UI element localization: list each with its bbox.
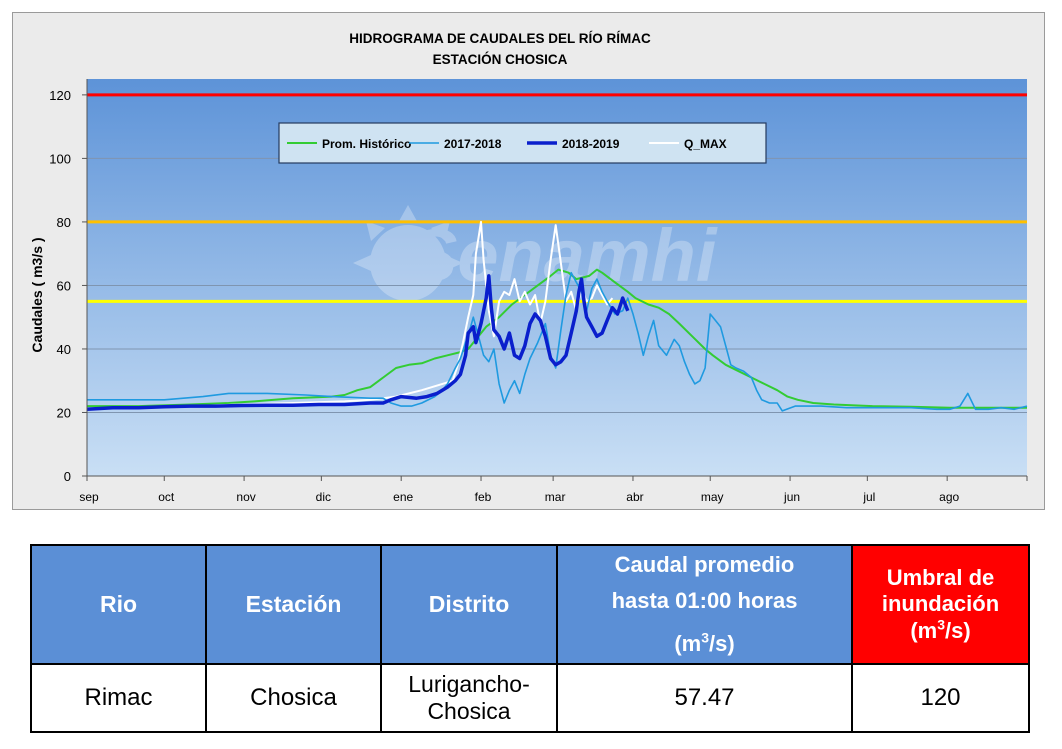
x-tick-label: mar bbox=[545, 490, 566, 504]
flow-summary-table: Rio Estación Distrito Caudal promedio ha… bbox=[30, 544, 1030, 733]
x-tick-label: dic bbox=[316, 490, 331, 504]
hydrograph-chart: HIDROGRAMA DE CAUDALES DEL RÍO RÍMAC EST… bbox=[12, 12, 1045, 510]
header-rio: Rio bbox=[30, 544, 207, 665]
x-tick-label: sep bbox=[79, 490, 99, 504]
cell-distrito: Lurigancho- Chosica bbox=[380, 663, 558, 733]
x-tick-label: may bbox=[701, 490, 724, 504]
series-line-2 bbox=[86, 274, 630, 412]
y-tick-label: 0 bbox=[64, 469, 71, 484]
x-tick-label: ene bbox=[393, 490, 413, 504]
table-row: Rimac Chosica Lurigancho- Chosica 57.47 … bbox=[30, 663, 1030, 733]
header-caudal-line1: Caudal promedio bbox=[614, 552, 795, 578]
x-tick-label: nov bbox=[236, 490, 255, 504]
cell-distrito-line1: Lurigancho- bbox=[408, 671, 530, 697]
header-umbral-inundacion: Umbral de inundación (m3/s) bbox=[851, 544, 1030, 665]
series-line-1 bbox=[87, 271, 1028, 412]
x-tick-label: abr bbox=[626, 490, 643, 504]
y-axis-label: Caudales ( m3/s ) bbox=[29, 237, 45, 352]
header-umbral-unit: (m3/s) bbox=[910, 616, 971, 644]
table-header-row: Rio Estación Distrito Caudal promedio ha… bbox=[30, 544, 1030, 665]
y-tick-label: 40 bbox=[57, 342, 71, 357]
x-tick-label: jun bbox=[783, 490, 800, 504]
x-tick-label: ago bbox=[939, 490, 959, 504]
legend-box bbox=[278, 122, 767, 164]
header-caudal-line2: hasta 01:00 horas bbox=[611, 588, 798, 614]
chart-subtitle: ESTACIÓN CHOSICA bbox=[433, 52, 568, 67]
y-tick-label: 100 bbox=[49, 151, 71, 166]
y-tick-label: 80 bbox=[57, 215, 71, 230]
chart-title: HIDROGRAMA DE CAUDALES DEL RÍO RÍMAC bbox=[349, 31, 651, 46]
legend-label: Q_MAX bbox=[684, 137, 727, 151]
senamhi-watermark: Senamhi bbox=[353, 205, 718, 301]
header-caudal-unit: (m3/s) bbox=[674, 629, 735, 656]
series-line-0 bbox=[87, 268, 1027, 409]
x-tick-label: jul bbox=[862, 490, 875, 504]
legend-label: Prom. Histórico bbox=[322, 137, 411, 151]
cell-umbral: 120 bbox=[851, 663, 1030, 733]
cell-distrito-line2: Chosica bbox=[427, 698, 511, 724]
header-distrito: Distrito bbox=[380, 544, 558, 665]
header-umbral-line1: Umbral de bbox=[886, 564, 995, 590]
header-estacion: Estación bbox=[205, 544, 382, 665]
cell-estacion: Chosica bbox=[205, 663, 382, 733]
header-umbral-line2: inundación bbox=[881, 590, 1000, 616]
header-caudal-promedio: Caudal promedio hasta 01:00 horas (m3/s) bbox=[556, 544, 853, 665]
legend-label: 2018-2019 bbox=[562, 137, 620, 151]
cell-rio: Rimac bbox=[30, 663, 207, 733]
y-tick-label: 120 bbox=[49, 88, 71, 103]
chart-canvas: HIDROGRAMA DE CAUDALES DEL RÍO RÍMAC EST… bbox=[29, 31, 1028, 504]
x-tick-label: feb bbox=[475, 490, 492, 504]
chart-legend: Prom. Histórico 2017-2018 2018-2019 Q_MAX bbox=[278, 122, 767, 164]
legend-label: 2017-2018 bbox=[444, 137, 502, 151]
y-tick-label: 20 bbox=[57, 405, 71, 420]
y-tick-label: 60 bbox=[57, 278, 71, 293]
cell-caudal: 57.47 bbox=[556, 663, 853, 733]
x-tick-label: oct bbox=[158, 490, 175, 504]
series-line-3 bbox=[86, 220, 614, 411]
